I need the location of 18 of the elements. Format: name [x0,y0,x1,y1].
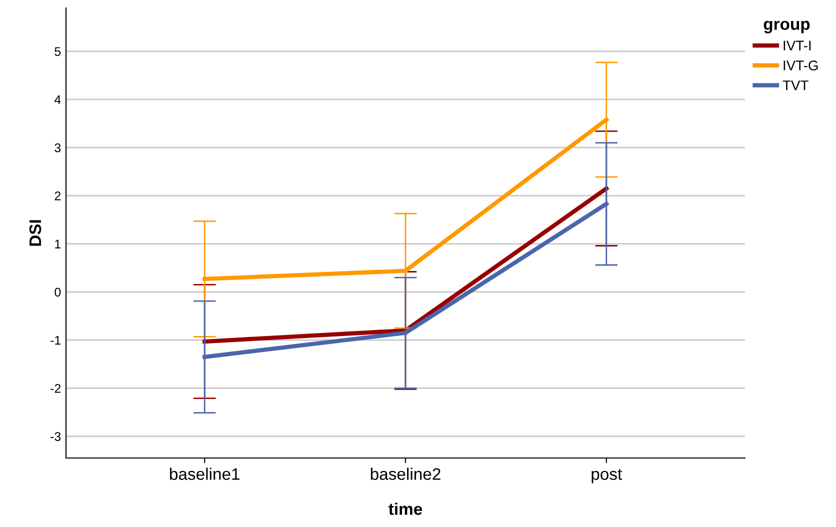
y-tick-label: 1 [55,240,61,248]
y-axis-title: DSI [29,220,42,246]
x-tick-label: baseline2 [370,468,440,480]
y-tick-label: 0 [54,288,61,297]
legend-label: TVT [782,80,808,90]
y-tick-label: 2 [54,192,61,200]
y-tick-label: -1 [50,336,61,345]
x-tick-label: post [592,469,622,484]
legend-label: IVT-G [784,60,818,70]
x-axis-title: time [388,502,422,515]
y-tick-label: -2 [50,384,61,393]
y-tick-label: 4 [54,95,61,104]
y-tick-label: 5 [54,47,61,56]
y-tick-label: 3 [54,143,61,152]
legend-label: IVT-I [784,40,811,50]
y-tick-label: -3 [50,432,61,441]
legend-title: group [764,20,810,34]
x-tick-label: baseline1 [170,468,240,480]
